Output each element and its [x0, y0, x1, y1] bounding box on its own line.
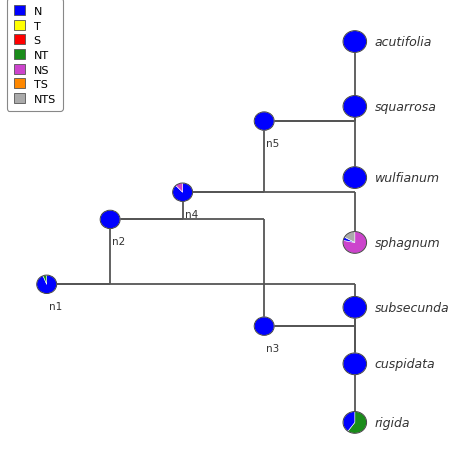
Wedge shape — [43, 276, 47, 285]
Wedge shape — [36, 276, 57, 294]
Wedge shape — [343, 353, 366, 375]
Text: n3: n3 — [266, 343, 280, 353]
Text: subsecunda: subsecunda — [375, 301, 449, 314]
Wedge shape — [345, 232, 355, 243]
Wedge shape — [100, 211, 120, 229]
Text: acutifolia: acutifolia — [375, 36, 432, 49]
Wedge shape — [343, 167, 366, 189]
Wedge shape — [343, 412, 355, 431]
Text: n4: n4 — [185, 210, 198, 220]
Wedge shape — [343, 32, 366, 53]
Text: wulfianum: wulfianum — [375, 172, 440, 184]
Text: n1: n1 — [49, 301, 62, 311]
Text: squarrosa: squarrosa — [375, 101, 437, 114]
Wedge shape — [254, 317, 274, 336]
Text: n2: n2 — [112, 237, 126, 247]
Wedge shape — [343, 232, 366, 254]
Wedge shape — [173, 184, 192, 202]
Text: cuspidata: cuspidata — [375, 358, 435, 370]
Wedge shape — [343, 97, 366, 118]
Text: rigida: rigida — [375, 416, 410, 429]
Legend: N, T, S, NT, NS, TS, NTS: N, T, S, NT, NS, TS, NTS — [7, 0, 63, 111]
Wedge shape — [176, 184, 182, 193]
Wedge shape — [348, 412, 366, 433]
Wedge shape — [343, 297, 366, 318]
Text: sphagnum: sphagnum — [375, 236, 440, 249]
Text: n5: n5 — [266, 138, 280, 148]
Wedge shape — [254, 113, 274, 131]
Wedge shape — [343, 238, 355, 243]
